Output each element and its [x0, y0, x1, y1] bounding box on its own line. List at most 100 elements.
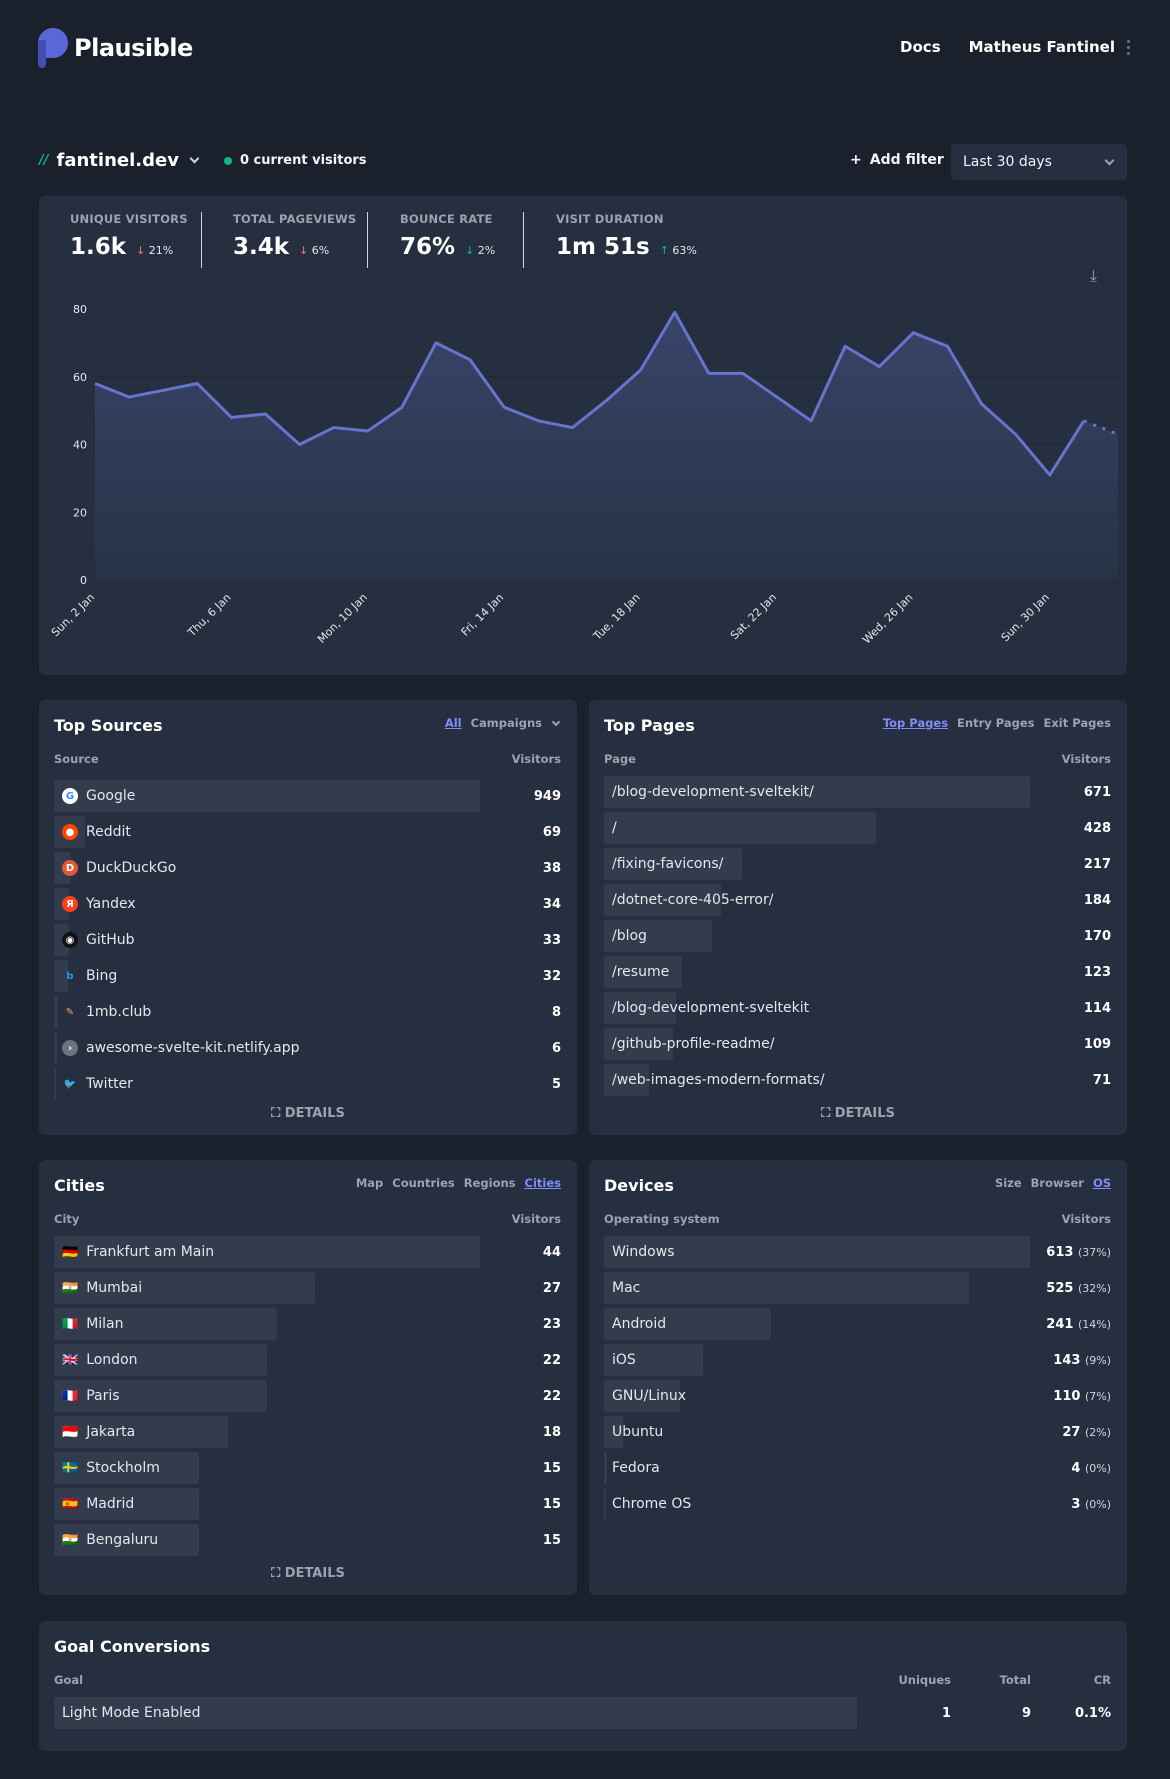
list-item[interactable]: ✎ 1mb.club 8: [54, 994, 561, 1030]
add-filter-button[interactable]: + Add filter: [850, 152, 944, 168]
stat-2[interactable]: BOUNCE RATE 76% ↓ 2%: [400, 212, 495, 260]
tab-exit-pages[interactable]: Exit Pages: [1043, 716, 1111, 730]
list-item[interactable]: ◉ GitHub 33: [54, 922, 561, 958]
list-item[interactable]: 🇩🇪 Frankfurt am Main 44: [54, 1234, 561, 1270]
list-item[interactable]: /web-images-modern-formats/71: [604, 1062, 1111, 1098]
visitor-bar: [604, 1064, 650, 1096]
chevron-down-icon[interactable]: [551, 717, 561, 727]
goal-row[interactable]: Light Mode Enabled 1 9 0.1%: [54, 1695, 1111, 1731]
tab-top-pages[interactable]: Top Pages: [882, 716, 949, 730]
item-value: 27: [1062, 1424, 1081, 1440]
item-value: 8: [551, 1004, 561, 1020]
stat-3[interactable]: VISIT DURATION 1m 51s ↑ 63%: [556, 212, 697, 260]
list-item[interactable]: Windows 613 (37%): [604, 1234, 1111, 1270]
flag-icon: 🇮🇩: [62, 1424, 79, 1440]
visitor-bar: [54, 1488, 200, 1520]
list-item[interactable]: G Google 949: [54, 778, 561, 814]
list-item[interactable]: Chrome OS 3 (0%): [604, 1486, 1111, 1522]
plus-icon: +: [850, 152, 862, 168]
list-item[interactable]: 🇬🇧 London 22: [54, 1342, 561, 1378]
list-item[interactable]: 🇪🇸 Madrid 15: [54, 1486, 561, 1522]
tab-campaigns[interactable]: Campaigns: [470, 716, 542, 730]
list-item[interactable]: /blog-development-sveltekit 114: [604, 990, 1111, 1026]
list-item[interactable]: b Bing 32: [54, 958, 561, 994]
expand-icon: ⛶: [271, 1566, 281, 1581]
arrow-up-icon: ↑: [659, 244, 669, 257]
stat-divider: [523, 212, 524, 268]
item-label: /blog-development-sveltekit: [612, 1000, 810, 1016]
stat-1[interactable]: TOTAL PAGEVIEWS 3.4k ↓ 6%: [233, 212, 356, 260]
item-value: 22: [542, 1352, 561, 1368]
list-item[interactable]: › awesome-svelte-kit.netlify.app 6: [54, 1030, 561, 1066]
current-visitors[interactable]: 0 current visitors: [223, 153, 367, 168]
user-menu[interactable]: Matheus Fantinel: [969, 38, 1130, 56]
stat-0[interactable]: UNIQUE VISITORS 1.6k ↓ 21%: [70, 212, 188, 260]
stat-label: TOTAL PAGEVIEWS: [233, 212, 357, 226]
visitor-bar: [54, 1068, 57, 1100]
item-value: 671: [1083, 784, 1111, 800]
tab-countries[interactable]: Countries: [392, 1176, 455, 1190]
list-item[interactable]: 🇸🇪 Stockholm 15: [54, 1450, 561, 1486]
vertical-dots-icon[interactable]: [1127, 39, 1130, 55]
column-header-label: Page: [604, 752, 636, 766]
visitors-chart[interactable]: 0 20 40 60 80 Sun, 2 Jan Thu, 6 Jan Mon, 10 Jan…: [39, 196, 1127, 675]
item-percent: (2%): [1084, 1425, 1111, 1439]
list-item[interactable]: 🇫🇷 Paris 22: [54, 1378, 561, 1414]
list-item[interactable]: /github-profile-readme/109: [604, 1026, 1111, 1062]
tab-regions[interactable]: Regions: [463, 1176, 516, 1190]
item-percent: (9%): [1084, 1353, 1111, 1367]
tab-os[interactable]: OS: [1092, 1176, 1111, 1190]
list-item[interactable]: 🇮🇳 Mumbai 27: [54, 1270, 561, 1306]
list-item[interactable]: 🇮🇩 Jakarta 18: [54, 1414, 561, 1450]
visitor-bar: [604, 848, 742, 880]
list-item[interactable]: Fedora 4 (0%): [604, 1450, 1111, 1486]
tab-all[interactable]: All: [444, 716, 462, 730]
tab-cities[interactable]: Cities: [524, 1176, 561, 1190]
list-item[interactable]: /blog 170: [604, 918, 1111, 954]
stat-value: 1.6k: [70, 234, 127, 260]
item-value: 23: [542, 1316, 561, 1332]
list-item[interactable]: / 428: [604, 810, 1111, 846]
panel-title: Devices: [604, 1176, 674, 1195]
details-button[interactable]: ⛶ DETAILS: [39, 1106, 577, 1121]
arrow-down-icon: ↓: [465, 244, 475, 257]
flag-icon: 🇪🇸: [62, 1496, 79, 1512]
list-item[interactable]: GNU/Linux 110 (7%): [604, 1378, 1111, 1414]
column-header-cr: CR: [1093, 1673, 1111, 1687]
goal-conversions-card: Goal Conversions Goal Uniques Total CR L…: [39, 1621, 1127, 1751]
tab-browser[interactable]: Browser: [1030, 1176, 1084, 1190]
list-item[interactable]: D DuckDuckGo 38: [54, 850, 561, 886]
tab-map[interactable]: Map: [355, 1176, 384, 1190]
plausible-logo[interactable]: Plausible: [38, 28, 193, 68]
list-item[interactable]: Mac 525 (32%): [604, 1270, 1111, 1306]
item-value: 3: [1071, 1496, 1081, 1512]
item-label: Mumbai: [86, 1280, 143, 1296]
site-switcher[interactable]: // fantinel.dev: [39, 150, 202, 171]
docs-link[interactable]: Docs: [900, 38, 941, 56]
list-item[interactable]: /fixing-favicons/217: [604, 846, 1111, 882]
site-name: fantinel.dev: [56, 150, 179, 171]
item-value: 18: [542, 1424, 561, 1440]
column-header-goal: Goal: [54, 1673, 84, 1687]
tab-size[interactable]: Size: [994, 1176, 1022, 1190]
details-button[interactable]: ⛶ DETAILS: [39, 1566, 577, 1581]
globe-icon: ›: [62, 1040, 78, 1056]
list-item[interactable]: ● Reddit 69: [54, 814, 561, 850]
list-item[interactable]: /resume 123: [604, 954, 1111, 990]
item-label: awesome-svelte-kit.netlify.app: [86, 1040, 300, 1056]
list-item[interactable]: Я Yandex 34: [54, 886, 561, 922]
list-item[interactable]: /dotnet-core-405-error/184: [604, 882, 1111, 918]
details-button[interactable]: ⛶ DETAILS: [589, 1106, 1127, 1121]
list-item[interactable]: /blog-development-sveltekit/671: [604, 774, 1111, 810]
list-item[interactable]: 🇮🇳 Bengaluru 15: [54, 1522, 561, 1558]
goal-list: Light Mode Enabled 1 9 0.1%: [54, 1695, 1111, 1731]
download-icon[interactable]: ⤓: [1089, 266, 1097, 285]
list-item[interactable]: Android 241 (14%): [604, 1306, 1111, 1342]
period-select[interactable]: Last 30 days: [951, 144, 1127, 180]
list-item[interactable]: Ubuntu 27 (2%): [604, 1414, 1111, 1450]
item-label: Windows: [612, 1244, 675, 1260]
tab-entry-pages[interactable]: Entry Pages: [957, 716, 1035, 730]
list-item[interactable]: 🇮🇹 Milan 23: [54, 1306, 561, 1342]
list-item[interactable]: iOS 143 (9%): [604, 1342, 1111, 1378]
list-item[interactable]: 🐦 Twitter 5: [54, 1066, 561, 1102]
